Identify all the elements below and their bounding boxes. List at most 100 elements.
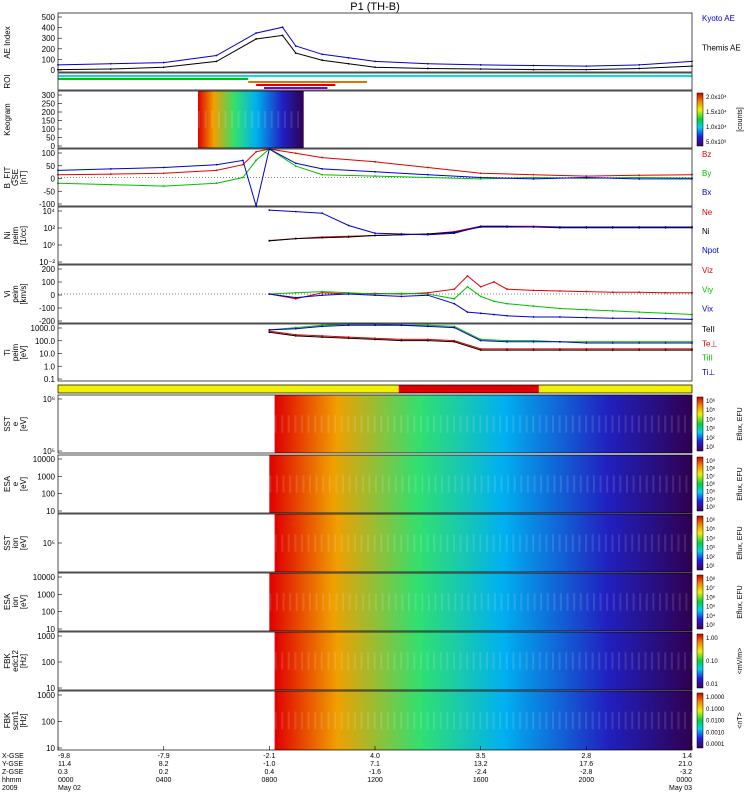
fbk_e-heatmap-stripe [373,652,376,670]
density-frame [57,206,693,265]
fbk_b-heatmap-stripe [485,711,488,730]
ae-point-Themis AE [532,68,535,71]
ae-point-Themis AE [585,68,588,71]
bfield-point-Bz [426,166,429,169]
fbk_b-heatmap-stripe [426,711,429,730]
esa_i-colorbar [696,574,704,630]
sst_i-heatmap-stripe [505,534,508,552]
sst_e-heatmap-stripe [499,415,502,433]
ae-ytick: 200 [42,45,56,54]
esa_e-heatmap-stripe [322,475,325,493]
sst_i-heatmap-stripe [664,534,667,552]
fbk_b-heatmap-stripe [347,711,350,730]
sst_i-heatmap-stripe [631,534,634,552]
velocity-point-Viz [479,285,482,288]
esa_e-heatmap-stripe [645,475,648,493]
esa_i-heatmap-stripe [454,593,457,611]
roi-bar [264,87,328,89]
density-point-Npot [585,226,588,228]
esa_i-heatmap-stripe [361,593,364,611]
bfield-ytick: 100 [42,149,56,158]
sst_e-heatmap-stripe [578,415,581,433]
bfield-point-By [638,176,641,179]
roi-bar [248,81,368,83]
sst_i-heatmap-stripe [512,534,515,552]
sst_e-heatmap-stripe [426,415,429,433]
fbk_b-heatmap-stripe [505,711,508,730]
esa_e-heatmap-stripe [678,475,681,493]
esa_e-heatmap-stripe [566,475,569,493]
velocity-point-Viy [479,295,482,298]
bfield-point-Bx [242,159,244,162]
esa_e-heatmap-stripe [401,475,404,493]
sst_e-heatmap-stripe [353,415,356,433]
fbk_e-heatmap-stripe [578,652,581,670]
temperature-point-Ti⊥ [453,326,456,329]
density-legend-Ne: Ne [702,208,713,217]
esa_e-heatmap-stripe [632,475,635,493]
density-ytick: 10⁰ [43,241,55,250]
bfield-point-Bz [242,163,244,166]
bfield-point-Bx [109,168,112,170]
temperature-point-Ti⊥ [532,340,535,343]
velocity-ytick: 100 [42,278,56,287]
temperature-legend-TeII: TeII [702,325,715,334]
fbk_b-colorbar [696,692,704,749]
fbk_e-heatmap-stripe [386,652,389,670]
sst_e-heatmap-stripe [466,415,469,433]
bfield-ytick: -50 [43,187,55,196]
sst_e-heatmap-stripe [367,415,370,433]
bfield-point-Bz [638,174,641,177]
esa_e-ytick: 10 [46,507,55,516]
fbk_e-heatmap-stripe [334,652,337,670]
velocity-point-Vix [400,295,403,298]
fbk_e-heatmap-stripe [327,652,330,670]
sst_e-heatmap-stripe [538,415,541,433]
bfield-point-Bx [479,176,482,179]
fbk_b-ylabel-1: scm1 [11,710,20,730]
keogram-ytick: 200 [42,108,56,117]
bfield-point-Bz [215,169,218,172]
temperature-frame [57,323,693,382]
fbk_e-heatmap-stripe [545,652,548,670]
esa_e-colorbar-tick: 10⁵ [706,489,716,496]
sst_i-heatmap-stripe [413,534,416,552]
fbk_e-heatmap-stripe [360,652,363,670]
temperature-point-Te⊥ [400,338,403,341]
bfield-point-Bx [162,166,165,169]
roi-bar [58,78,249,80]
sst_e-heatmap-stripe [406,415,409,433]
esa_i-heatmap-stripe [322,593,325,611]
esa_e-colorbar-tick: 10⁷ [706,473,715,480]
fbk_e-heatmap-stripe [274,652,277,670]
velocity-point-Vix [466,311,469,314]
keogram-heatmap [198,91,304,148]
orbit-value: -2.1 [263,753,275,760]
esa_e-heatmap-stripe [289,475,292,493]
sst_e-heatmap-stripe [327,415,330,433]
esa_e-colorbar-tick: 10⁸ [706,466,716,473]
fbk_b-colorbar-label: <nT> [737,712,744,728]
fbk_e-heatmap-stripe [558,652,561,670]
sst_e-heatmap-stripe [386,415,389,433]
fbk_e-heatmap-stripe [287,652,290,670]
velocity-ytick: -200 [39,317,56,326]
fbk_e-colorbar-tick: 0.01 [706,682,718,688]
sst_e-heatmap-stripe [598,415,601,433]
sst_i-heatmap-stripe [551,534,554,552]
esa_i-heatmap-stripe [520,593,523,611]
keogram-frame [57,90,693,149]
velocity-point-Vix [347,293,350,295]
esa_e-heatmap-stripe [348,475,351,493]
sst_i-heatmap-stripe [419,534,422,552]
sst_e-colorbar-tick: 10² [706,436,715,442]
bfield-point-Bx [215,163,218,166]
fbk_b-heatmap-stripe [670,711,673,730]
sst_e-heatmap-stripe [677,415,680,433]
esa_i-heatmap-stripe [540,593,543,611]
orbit-value: 21.0 [678,761,692,768]
bfield-point-Bz [321,156,324,159]
fbk_e-frame [57,631,693,691]
fbk_b-heatmap-stripe [459,711,462,730]
keogram-heatmap-stripe [217,110,220,129]
